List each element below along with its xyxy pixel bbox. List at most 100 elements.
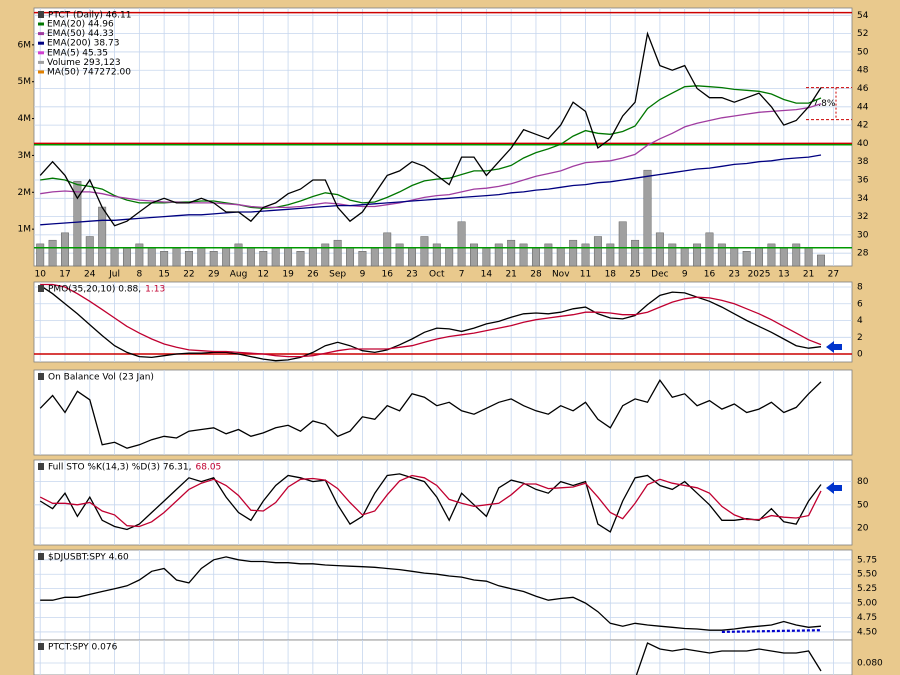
y-tick-label: 36	[857, 176, 869, 186]
volume-bar	[234, 243, 243, 267]
y2-tick-label: 6M	[18, 40, 32, 50]
x-tick-label: 2025	[748, 270, 771, 280]
volume-bar	[383, 232, 392, 267]
y2-tick-label: 3M	[18, 151, 32, 161]
x-tick-label: 16	[382, 270, 394, 280]
x-tick-label: 27	[828, 270, 839, 280]
volume-bar	[296, 251, 305, 267]
volume-bar	[643, 169, 652, 267]
volume-bar	[197, 247, 206, 267]
volume-bar	[457, 221, 466, 267]
volume-bar	[209, 251, 218, 267]
legend-swatch	[38, 70, 44, 74]
series-line	[39, 378, 822, 449]
y-tick-label: 6	[857, 299, 863, 309]
volume-bar	[172, 247, 181, 267]
signal-arrow	[826, 482, 842, 494]
y2-tick-label: 4M	[18, 114, 32, 124]
y-tick-label: 52	[857, 29, 868, 39]
volume-bar	[73, 180, 82, 267]
x-tick-label: 8	[136, 270, 142, 280]
y-tick-label: 38	[857, 157, 869, 167]
volume-bar	[618, 221, 627, 267]
volume-bar	[432, 243, 441, 267]
series-line	[39, 31, 822, 227]
volume-bar	[606, 243, 615, 267]
y-tick-label: 5.00	[857, 599, 877, 609]
volume-bar	[544, 243, 553, 267]
volume-bar	[519, 243, 528, 267]
volume-bar	[259, 251, 268, 267]
volume-bar	[717, 243, 726, 267]
volume-bar	[470, 243, 478, 267]
volume-bar	[693, 243, 702, 267]
series-line	[39, 474, 822, 528]
y-tick-label: 4.50	[857, 627, 877, 637]
y-tick-label: 50	[857, 47, 869, 57]
x-tick-label: 29	[208, 270, 220, 280]
x-tick-label: 7	[459, 270, 465, 280]
volume-bar	[581, 243, 590, 267]
volume-bar	[779, 247, 788, 267]
panel-icon	[38, 373, 44, 380]
series-line	[40, 103, 822, 209]
x-tick-label: Oct	[429, 270, 445, 280]
volume-bar	[160, 251, 169, 267]
volume-bar	[48, 239, 57, 267]
volume-bar	[135, 243, 144, 267]
y-tick-label: 28	[857, 249, 869, 259]
panel-title-value: 1.13	[145, 285, 165, 295]
legend-label: EMA(200) 38.73	[47, 39, 119, 49]
series-line	[40, 283, 822, 358]
volume-bar	[680, 247, 689, 267]
range-label: 7.8%	[813, 99, 836, 109]
series-line	[40, 556, 822, 631]
y-tick-label: 4	[857, 316, 863, 326]
y-tick-label: 2	[857, 333, 863, 343]
panel-icon	[38, 643, 44, 650]
legend-swatch	[38, 22, 44, 26]
volume-bar	[482, 247, 491, 267]
series-line	[635, 642, 822, 675]
volume-bar	[147, 247, 156, 267]
volume-bar	[308, 247, 317, 267]
y-tick-label: 5.25	[857, 584, 877, 594]
volume-bar	[655, 232, 664, 267]
volume-bar	[358, 251, 367, 267]
y-tick-label: 54	[857, 11, 869, 21]
legend-label: EMA(50) 44.33	[47, 29, 114, 39]
panel-icon	[38, 11, 44, 18]
volume-bar	[333, 239, 342, 267]
volume-bar	[321, 243, 330, 267]
x-tick-label: Nov	[552, 270, 570, 280]
panel-icon	[38, 463, 44, 470]
y-tick-label: 42	[857, 121, 868, 131]
volume-bar	[593, 236, 602, 267]
x-tick-label: 16	[704, 270, 716, 280]
panel-title: Full STO %K(14,3) %D(3) 76.31,	[48, 463, 192, 473]
volume-bar	[110, 247, 119, 267]
legend-swatch	[38, 32, 44, 36]
x-tick-label: 9	[360, 270, 366, 280]
volume-bar	[730, 247, 739, 267]
panel-title: $DJUSBT:SPY 4.60	[48, 553, 129, 563]
volume-bar	[222, 247, 231, 267]
x-tick-label: 21	[803, 270, 814, 280]
y2-tick-label: 5M	[18, 77, 32, 87]
x-tick-label: 15	[158, 270, 169, 280]
y2-tick-label: 1M	[18, 225, 32, 235]
volume-bar	[284, 247, 293, 267]
y-tick-label: 34	[857, 194, 869, 204]
y-tick-label: 80	[857, 477, 869, 487]
volume-bar	[767, 243, 776, 267]
x-tick-label: Dec	[651, 270, 668, 280]
x-tick-label: Jul	[108, 270, 120, 280]
volume-bar	[370, 247, 379, 267]
volume-bar	[36, 243, 45, 267]
x-tick-label: 9	[682, 270, 688, 280]
x-tick-label: 18	[605, 270, 617, 280]
volume-bar	[507, 239, 516, 267]
y-tick-label: 46	[857, 84, 869, 94]
